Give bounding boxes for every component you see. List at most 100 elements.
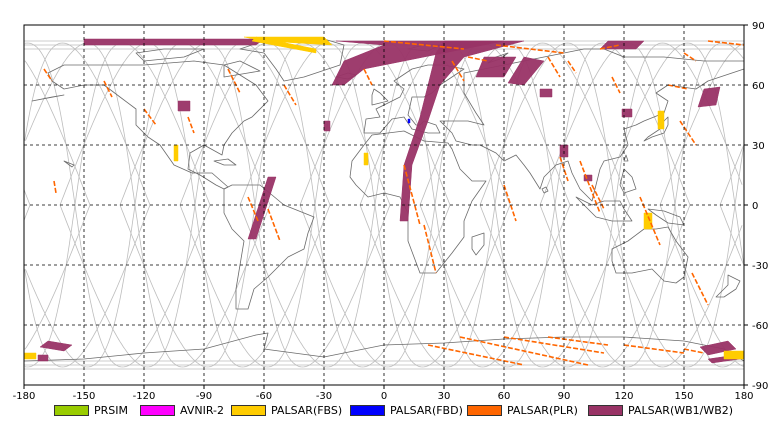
legend-label-prism: PRSIM	[94, 403, 128, 417]
legend-swatch-palsar-fbs	[231, 404, 266, 416]
swath-palsar-wb	[699, 340, 737, 356]
swath-palsar-plr	[43, 68, 53, 82]
coastline-arctic-islands	[135, 48, 205, 62]
swath-palsar-plr	[459, 336, 589, 366]
swath-palsar-plr	[383, 40, 465, 50]
swath-palsar-plr	[247, 196, 259, 222]
swath-palsar-plr	[451, 60, 465, 82]
legend-label-avnir2: AVNIR-2	[180, 403, 224, 417]
legend-item-avnir2: AVNIR-2	[140, 403, 224, 417]
swath-palsar-plr	[547, 336, 609, 346]
swath-palsar-fbd	[407, 118, 411, 124]
axis-ticks: -180 -150 -120 -90 -60 -30 0 30 60 90 120 150 180 90 6…	[13, 21, 769, 402]
x-tick-label: 120	[614, 391, 633, 402]
coastline-sri-lanka	[541, 186, 549, 194]
coastline-new-zealand	[715, 274, 741, 298]
swath-palsar-plr	[623, 344, 685, 354]
legend-item-palsar-wb: PALSAR(WB1/WB2)	[588, 403, 733, 417]
swath-palsar-fbs	[643, 212, 653, 230]
legend-label-palsar-fbd: PALSAR(FBD)	[390, 403, 463, 417]
legend-item-palsar-plr: PALSAR(PLR)	[467, 403, 578, 417]
x-tick-label: 180	[734, 391, 753, 402]
swath-palsar-plr	[267, 208, 281, 242]
swath-palsar-plr	[283, 84, 297, 106]
swath-palsar-plr	[579, 160, 601, 214]
x-tick-label: -120	[133, 391, 156, 402]
legend-label-palsar-wb: PALSAR(WB1/WB2)	[628, 403, 734, 417]
swath-palsar-fbs	[173, 144, 179, 162]
legend-item-palsar-fbd: PALSAR(FBD)	[350, 403, 463, 417]
coastline-indonesia	[575, 196, 633, 222]
map-border	[23, 24, 745, 386]
y-tick-label: 90	[752, 21, 765, 32]
swath-palsar-plr	[683, 348, 705, 354]
swath-palsar-wb	[475, 56, 517, 78]
swath-palsar-fbs	[251, 36, 317, 54]
swath-palsar-plr	[683, 52, 697, 62]
swath-palsar-wb	[247, 176, 277, 240]
coastline-taiwan	[623, 154, 629, 162]
coastline-baffin	[223, 60, 261, 78]
swath-palsar-fbs	[23, 352, 37, 360]
palsar-plr-strips	[43, 40, 745, 366]
x-tick-label: -180	[13, 391, 36, 402]
swath-palsar-plr	[691, 272, 709, 306]
swath-palsar-plr	[423, 224, 437, 274]
x-tick-label: -90	[196, 391, 212, 402]
x-tick-label: 30	[438, 391, 451, 402]
swath-palsar-plr	[53, 180, 57, 194]
orbit-track	[24, 42, 745, 368]
swath-palsar-plr	[611, 76, 621, 94]
coastline-philippines	[619, 168, 637, 194]
swath-palsar-plr	[547, 56, 561, 78]
swath-palsar-plr	[707, 40, 745, 46]
x-tick-label: -150	[73, 391, 96, 402]
y-tick-label: 0	[752, 201, 758, 212]
legend-label-palsar-plr: PALSAR(PLR)	[507, 403, 578, 417]
coastline-alaska-islands	[31, 94, 65, 102]
legend: PRSIM AVNIR-2 PALSAR(FBS) PALSAR(FBD) PA…	[0, 399, 770, 423]
swath-palsar-plr	[227, 68, 241, 94]
coastline-north-america	[47, 60, 269, 190]
swath-palsar-wb	[621, 108, 633, 118]
swath-palsar-wb	[37, 354, 49, 362]
x-tick-label: -30	[316, 391, 332, 402]
orbit-track	[25, 42, 744, 368]
x-tick-label: 90	[558, 391, 571, 402]
legend-swatch-prism	[54, 404, 89, 416]
x-tick-label: -60	[256, 391, 272, 402]
legend-label-palsar-fbs: PALSAR(FBS)	[271, 403, 343, 417]
x-tick-label: 0	[381, 391, 387, 402]
coastline-africa	[349, 130, 487, 274]
swath-palsar-plr	[187, 116, 195, 134]
y-tick-label: -30	[752, 261, 768, 272]
swath-palsar-plr	[679, 120, 697, 146]
swath-palsar-wb	[39, 340, 73, 352]
swath-palsar-wb	[323, 120, 331, 132]
coastline-madagascar	[471, 232, 485, 256]
legend-swatch-palsar-wb	[588, 404, 623, 416]
swath-palsar-plr	[495, 44, 565, 54]
orbit-track	[25, 42, 744, 368]
swath-palsar-wb	[539, 88, 553, 98]
swath-palsar-fbs	[363, 152, 369, 166]
swath-palsar-plr	[503, 336, 605, 354]
x-tick-label: 150	[674, 391, 693, 402]
swath-palsar-fbs	[657, 110, 665, 130]
y-tick-label: 60	[752, 81, 765, 92]
swath-palsar-plr	[403, 164, 421, 226]
swath-palsar-plr	[567, 60, 577, 74]
x-tick-label: 60	[498, 391, 511, 402]
swath-palsar-plr	[559, 156, 569, 182]
y-tick-label: -60	[752, 321, 768, 332]
legend-swatch-palsar-fbd	[350, 404, 385, 416]
orbit-track	[24, 42, 744, 368]
coastline-caribbean	[213, 158, 237, 166]
legend-item-prism: PRSIM	[54, 403, 128, 417]
coastline-hawaii	[63, 160, 75, 168]
legend-swatch-avnir2	[140, 404, 175, 416]
graticule	[24, 25, 744, 385]
legend-swatch-palsar-plr	[467, 404, 502, 416]
orbit-track	[24, 42, 745, 368]
